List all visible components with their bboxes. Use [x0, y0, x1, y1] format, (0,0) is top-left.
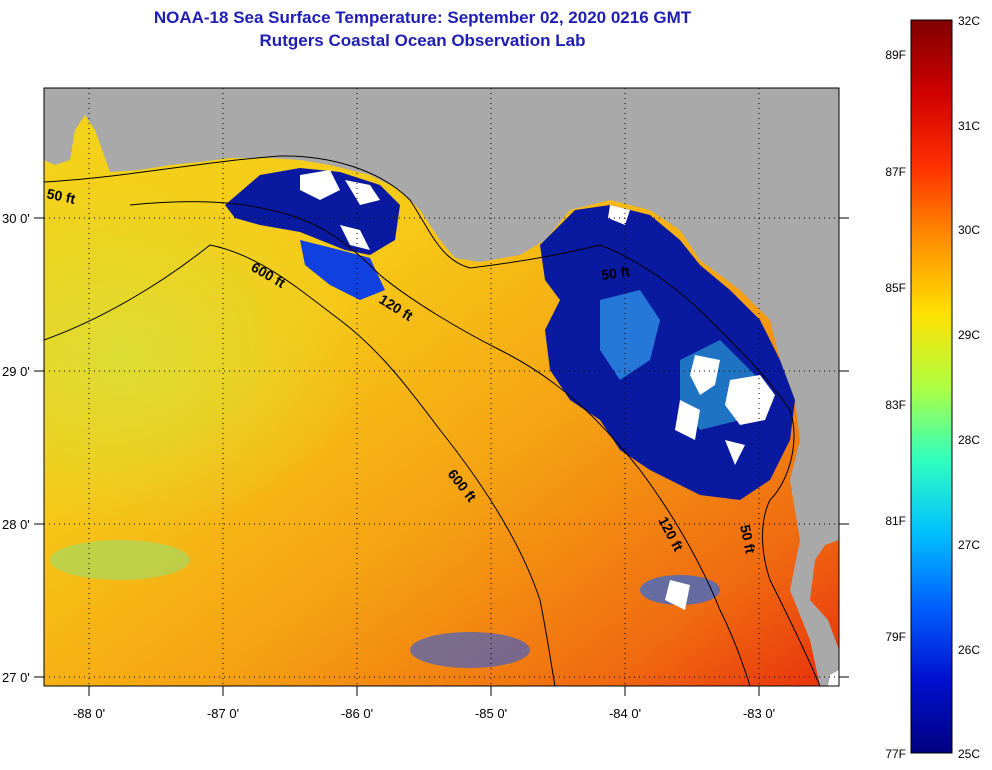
depth-contours [44, 155, 821, 686]
colorbar-celsius-label: 29C [958, 328, 980, 342]
land-mass [44, 88, 839, 686]
colorbar-fahrenheit-label: 85F [885, 281, 906, 295]
map-frame [43, 87, 840, 687]
colorbar-fahrenheit-label: 77F [885, 747, 906, 761]
colorbar-fahrenheit-label: 87F [885, 165, 906, 179]
lon-tick-label: -88 0' [73, 706, 105, 721]
colorbar-fahrenheit-label: 79F [885, 630, 906, 644]
lat-tick-label: 27 0' [2, 670, 30, 685]
contour-label-50ft-west: 50 ft [45, 185, 77, 207]
colorbar-celsius-label: 30C [958, 223, 980, 237]
lat-tick-label: 29 0' [2, 364, 30, 379]
colorbar-celsius-label: 32C [958, 14, 980, 28]
lat-tick-label: 30 0' [2, 211, 30, 226]
colorbar-celsius-label: 26C [958, 643, 980, 657]
colorbar-celsius-label: 27C [958, 538, 980, 552]
colorbar-celsius-label: 25C [958, 747, 980, 761]
colorbar-fahrenheit-label: 83F [885, 398, 906, 412]
colorbar-celsius-label: 31C [958, 119, 980, 133]
colorbar-fahrenheit-label: 81F [885, 514, 906, 528]
lon-tick-label: -87 0' [207, 706, 239, 721]
lon-tick-label: -85 0' [475, 706, 507, 721]
map-subtitle: Rutgers Coastal Ocean Observation Lab [259, 31, 586, 50]
contour-label-50ft-bigbend: 50 ft [600, 263, 631, 283]
lon-tick-label: -84 0' [609, 706, 641, 721]
lat-tick-label: 28 0' [2, 517, 30, 532]
cloud-mask [300, 170, 839, 686]
map-title: NOAA-18 Sea Surface Temperature: Septemb… [153, 8, 692, 27]
lon-tick-label: -86 0' [341, 706, 373, 721]
axis-ticks [34, 217, 849, 696]
lon-tick-label: -83 0' [743, 706, 775, 721]
colorbar-celsius-label: 28C [958, 433, 980, 447]
colorbar [910, 19, 953, 754]
colorbar-fahrenheit-label: 89F [885, 48, 906, 62]
contour-label-50ft-south: 50 ft [737, 523, 759, 555]
